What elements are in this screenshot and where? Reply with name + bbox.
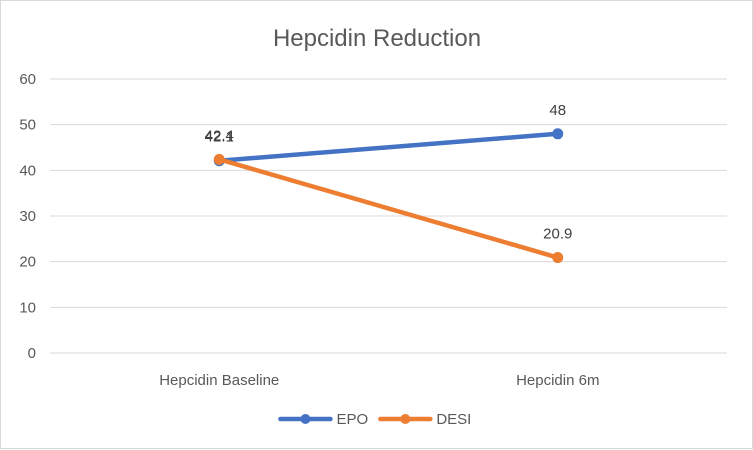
x-category-label: Hepcidin 6m (516, 372, 599, 389)
series-line-epo (217, 131, 560, 163)
legend-marker-desi (400, 414, 411, 424)
data-point-desi (552, 252, 564, 264)
y-tick-label: 30 (19, 208, 36, 225)
data-label-desi: 42.4 (205, 127, 234, 144)
y-tick-label: 20 (19, 254, 36, 271)
y-tick-label: 40 (19, 162, 36, 179)
legend-label-epo: EPO (336, 411, 368, 428)
data-label-desi: 20.9 (543, 226, 572, 243)
x-category-label: Hepcidin Baseline (159, 372, 279, 389)
series-line-desi (217, 157, 560, 260)
y-tick-label: 10 (19, 299, 36, 316)
y-tick-label: 60 (19, 71, 36, 88)
y-tick-label: 0 (28, 345, 36, 362)
data-label-epo: 42.1 (205, 129, 234, 146)
chart-title: Hepcidin Reduction (273, 25, 481, 52)
legend-label-desi: DESI (436, 411, 471, 428)
data-point-desi (213, 153, 225, 165)
data-label-epo: 48 (549, 102, 566, 119)
y-tick-label: 50 (19, 117, 36, 134)
data-point-epo (552, 128, 564, 140)
legend-marker-epo (300, 414, 311, 424)
